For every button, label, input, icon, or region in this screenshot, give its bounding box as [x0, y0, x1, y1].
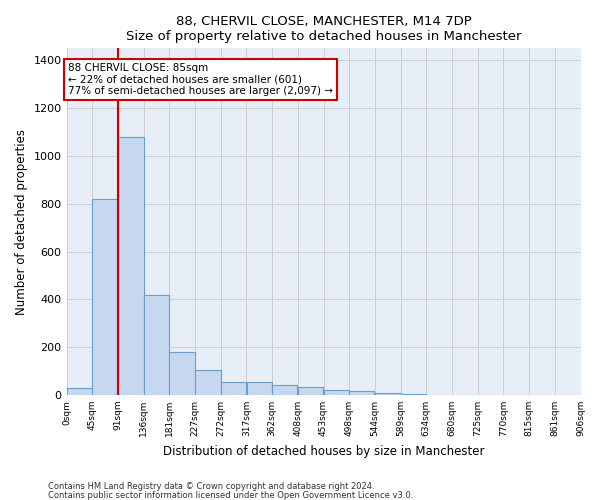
Bar — [196, 370, 221, 395]
Bar — [323, 390, 349, 395]
Bar — [92, 199, 118, 395]
Bar — [349, 392, 374, 395]
Bar — [375, 392, 401, 395]
Text: Contains HM Land Registry data © Crown copyright and database right 2024.: Contains HM Land Registry data © Crown c… — [48, 482, 374, 491]
Bar — [67, 388, 92, 395]
Bar — [298, 386, 323, 395]
Bar — [221, 382, 246, 395]
X-axis label: Distribution of detached houses by size in Manchester: Distribution of detached houses by size … — [163, 444, 484, 458]
Bar — [169, 352, 194, 395]
Bar — [118, 137, 143, 395]
Text: Contains public sector information licensed under the Open Government Licence v3: Contains public sector information licen… — [48, 490, 413, 500]
Bar — [247, 382, 272, 395]
Title: 88, CHERVIL CLOSE, MANCHESTER, M14 7DP
Size of property relative to detached hou: 88, CHERVIL CLOSE, MANCHESTER, M14 7DP S… — [126, 15, 521, 43]
Bar — [272, 386, 297, 395]
Bar — [144, 294, 169, 395]
Y-axis label: Number of detached properties: Number of detached properties — [15, 128, 28, 314]
Text: 88 CHERVIL CLOSE: 85sqm
← 22% of detached houses are smaller (601)
77% of semi-d: 88 CHERVIL CLOSE: 85sqm ← 22% of detache… — [68, 62, 333, 96]
